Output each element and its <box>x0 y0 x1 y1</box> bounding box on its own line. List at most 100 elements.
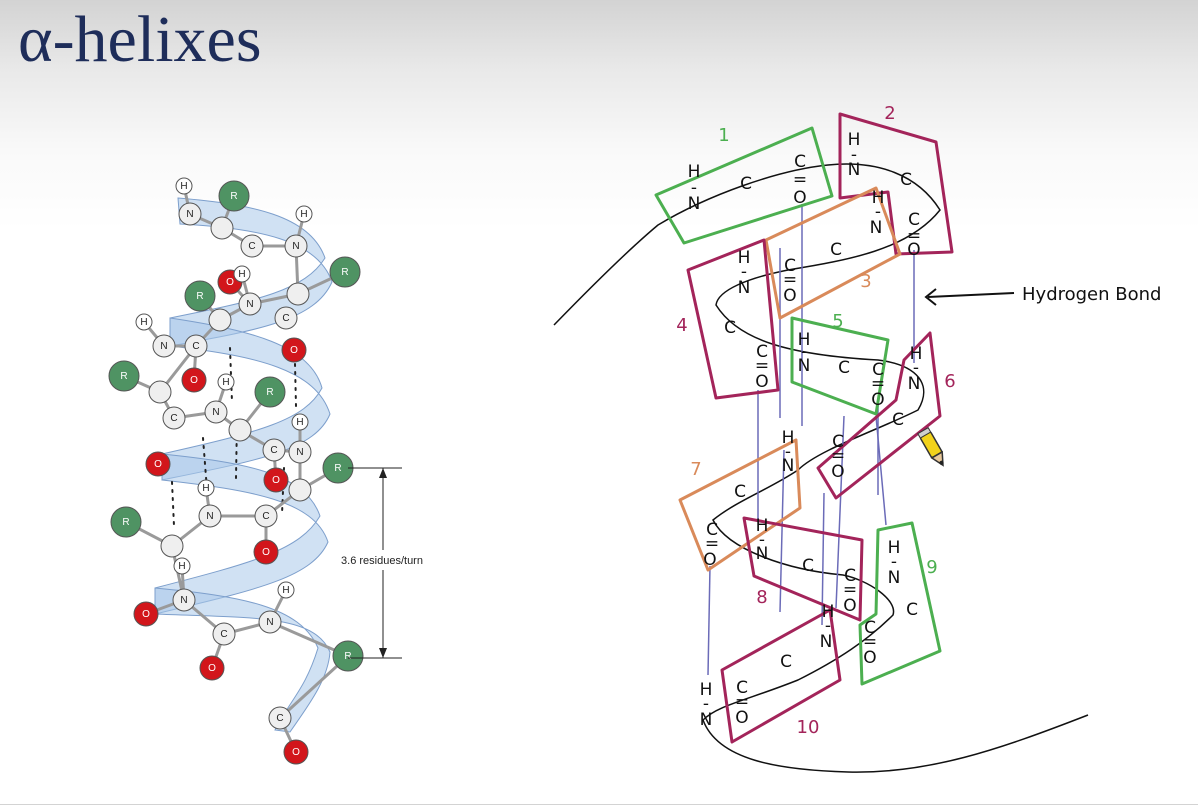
residue-sketch-figure: H-NCC=OH-N CC=OH-NCC=OH-NCC=OH-N C C=OH-NCC… <box>553 103 1161 773</box>
residue-atom-letter: O <box>703 550 716 570</box>
atom-symbol: R <box>196 291 203 302</box>
residue-number-7: 7 <box>690 459 701 480</box>
residue-atom-letter: - <box>691 178 697 198</box>
nitrogen-atom: N <box>198 504 222 528</box>
alpha-helix-residue-sketch: H - N C C = O H - N C C = O H - N C C = O H - N C C = O H - N C C = O H - N C C… <box>548 100 1198 800</box>
atom-symbol: H <box>238 269 245 280</box>
residue-atom-letter: H <box>700 680 713 700</box>
atom-symbol: H <box>222 377 229 388</box>
backbone-path <box>553 163 1089 773</box>
residue-atom-letter: N <box>782 456 795 476</box>
residue-box-9 <box>858 521 942 686</box>
residue-atom-letter: - <box>759 530 765 550</box>
nitrogen-atom: N <box>288 440 312 464</box>
residue-atom-letter: N <box>908 374 921 394</box>
residue-box-4 <box>686 238 780 400</box>
residue-atom-letter: = <box>783 270 797 290</box>
atom-symbol: O <box>292 747 300 758</box>
alpha-carbon-atom <box>228 418 252 442</box>
residue-atom-letter: C <box>736 678 748 698</box>
nitrogen-atom: N <box>204 400 228 424</box>
hydrogen-atom: H <box>173 557 191 575</box>
sidechain-atom: R <box>218 180 250 212</box>
residue-atom-letter: N <box>756 544 769 564</box>
residue-atom-letter: H <box>848 130 861 150</box>
residue-atoms: H-NCC=OH-N CC=OH-NCC=OH-NCC=OH-N C C=OH-NCC… <box>688 130 923 730</box>
residue-atom-letter: - <box>891 552 897 572</box>
hydrogen-atom: H <box>197 479 215 497</box>
atom-symbol: H <box>202 483 209 494</box>
alpha-carbon-atom <box>148 380 172 404</box>
residue-atom-letter: H <box>782 428 795 448</box>
atom-symbol: C <box>262 511 269 522</box>
sidechain-atom: R <box>110 506 142 538</box>
atom-symbol: N <box>206 511 213 522</box>
hydrogen-atom: H <box>291 413 309 431</box>
atom-symbol: O <box>142 609 150 620</box>
hydrogen-atom: H <box>217 373 235 391</box>
residue-atom-letter: N <box>848 160 861 180</box>
hydrogen-bond-line <box>779 449 785 613</box>
nitrogen-atom: N <box>152 334 176 358</box>
atom-symbol: C <box>276 713 283 724</box>
residue-atom-letter: = <box>863 632 877 652</box>
residue-atom-letter: = <box>871 374 885 394</box>
oxygen-atom: O <box>283 739 309 765</box>
residue-atom-letter: O <box>831 462 844 482</box>
atom-symbol: N <box>292 241 299 252</box>
residue-atom-letter: - <box>703 694 709 714</box>
residue-atom-letter: C <box>802 556 814 576</box>
hydrogen-bond-lines <box>707 204 915 676</box>
residue-boxes <box>654 112 954 744</box>
residue-atom-letter: H <box>910 344 923 364</box>
residue-atom-letter: O <box>843 596 856 616</box>
atom-symbol: N <box>296 447 303 458</box>
residue-number-9: 9 <box>926 557 937 578</box>
residue-atom-letter: O <box>907 240 920 260</box>
sidechain-atom: R <box>184 280 216 312</box>
atom-symbol: C <box>270 445 277 456</box>
residue-box-7 <box>678 438 802 572</box>
residue-atom-letter: N <box>700 710 713 730</box>
hydrogen-bond-line <box>875 415 887 526</box>
residue-atom-letter: C <box>908 210 920 230</box>
carbon-atom: C <box>184 334 208 358</box>
residue-atom-letter: = <box>705 534 719 554</box>
carbon-atom: C <box>274 306 298 330</box>
atom-symbol: R <box>334 463 341 474</box>
residue-atom-letter: N <box>888 568 901 588</box>
nitrogen-atom: N <box>178 202 202 226</box>
oxygen-atom: O <box>253 539 279 565</box>
residue-atom-letter: C <box>734 482 746 502</box>
atom-symbol: R <box>122 517 129 528</box>
atom-symbol: H <box>282 585 289 596</box>
residue-atom-letter: C <box>830 240 842 260</box>
residue-atom-letter: C <box>784 256 796 276</box>
atom-symbol: H <box>178 561 185 572</box>
residue-number-5: 5 <box>832 311 843 332</box>
hydrogen-atom: H <box>135 313 153 331</box>
oxygen-atom: O <box>133 601 159 627</box>
hydrogen-bond <box>171 481 175 527</box>
atom-symbol: C <box>282 313 289 324</box>
atom-symbol: R <box>344 651 351 662</box>
residue-box-5 <box>790 316 890 416</box>
residue-atom-letter: C <box>892 410 904 430</box>
atom-symbol: H <box>180 181 187 192</box>
atom-symbol: C <box>192 341 199 352</box>
atom-symbol: N <box>160 341 167 352</box>
hydrogen-atom: H <box>277 581 295 599</box>
atom-symbol: O <box>154 459 162 470</box>
hydrogen-bond <box>202 437 208 491</box>
residue-box-6 <box>816 331 942 500</box>
carbon-atom: C <box>212 622 236 646</box>
alpha-carbon-atom <box>210 216 234 240</box>
residue-atom-letter: C <box>756 342 768 362</box>
residue-number-1: 1 <box>718 125 729 146</box>
sidechain-atom: R <box>329 256 361 288</box>
residue-number-8: 8 <box>756 587 767 608</box>
carbon-atom: C <box>262 438 286 462</box>
atom-symbol: R <box>230 191 237 202</box>
residue-atom-letter: C <box>872 360 884 380</box>
residue-atom-letter: C <box>724 318 736 338</box>
